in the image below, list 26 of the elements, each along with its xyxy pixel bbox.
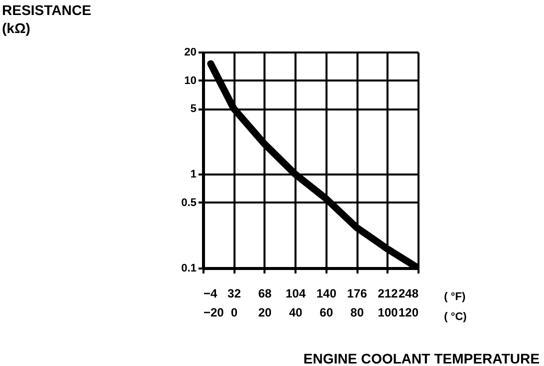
x2-tick-label: 176 xyxy=(347,286,368,300)
x-tick-label: 60 xyxy=(320,306,334,320)
x2-tick-label: −4 xyxy=(204,286,218,300)
y-tick-label: 20 xyxy=(184,46,196,58)
y-tick-label: 0.5 xyxy=(181,196,196,209)
x-tick-label: 40 xyxy=(288,306,303,320)
text: ( °C) xyxy=(444,311,468,323)
x-tick-label: 0 xyxy=(230,306,238,320)
x2-tick-label: 32 xyxy=(228,286,242,300)
x2-tick-label: 140 xyxy=(316,286,337,300)
x2-tick-label: 248 xyxy=(398,286,419,300)
y-tick-label: 1 xyxy=(190,168,196,181)
x-axis-title: ENGINE COOLANT TEMPERATURE xyxy=(303,350,540,366)
y-tick-label: 10 xyxy=(184,74,196,87)
x-tick-label: −20 xyxy=(204,306,224,320)
x-tick-label: 120 xyxy=(398,306,419,320)
y-tick-label: 0.1 xyxy=(181,262,196,274)
x2-tick-label: 212 xyxy=(378,286,398,300)
x-tick-label: 100 xyxy=(378,306,398,320)
text: RESISTANCE (kΩ) xyxy=(2,2,92,36)
x2-tick-label: 68 xyxy=(258,286,272,300)
y-tick-label: 5 xyxy=(190,103,196,116)
x2-axis-title: ( °F) xyxy=(444,291,466,303)
x2-tick-label: 104 xyxy=(286,286,306,300)
x-tick-label: 80 xyxy=(350,306,364,320)
x-tick-label: 20 xyxy=(258,306,272,320)
